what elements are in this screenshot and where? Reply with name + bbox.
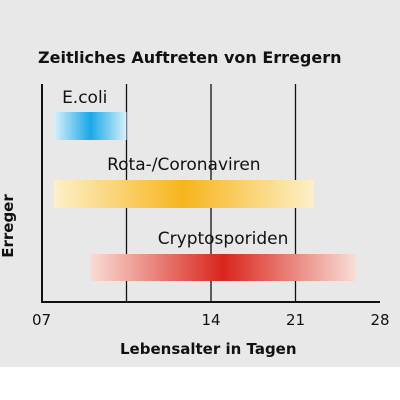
x-tick-label-3: 28 (370, 311, 389, 329)
x-axis-label: Lebensalter in Tagen (120, 340, 297, 358)
bar-2 (90, 254, 356, 281)
x-tick-label-0: 07 (32, 311, 51, 329)
bar-label-2: Cryptosporiden (158, 229, 289, 249)
bar-0 (54, 112, 127, 140)
bar-label-0: E.coli (62, 88, 107, 108)
bar-label-1: Rota-/Coronaviren (107, 155, 261, 175)
x-tick-label-1: 14 (201, 311, 220, 329)
bar-1 (54, 180, 314, 208)
chart-title: Zeitliches Auftreten von Erregern (38, 48, 342, 67)
x-tick-label-2: 21 (286, 311, 305, 329)
